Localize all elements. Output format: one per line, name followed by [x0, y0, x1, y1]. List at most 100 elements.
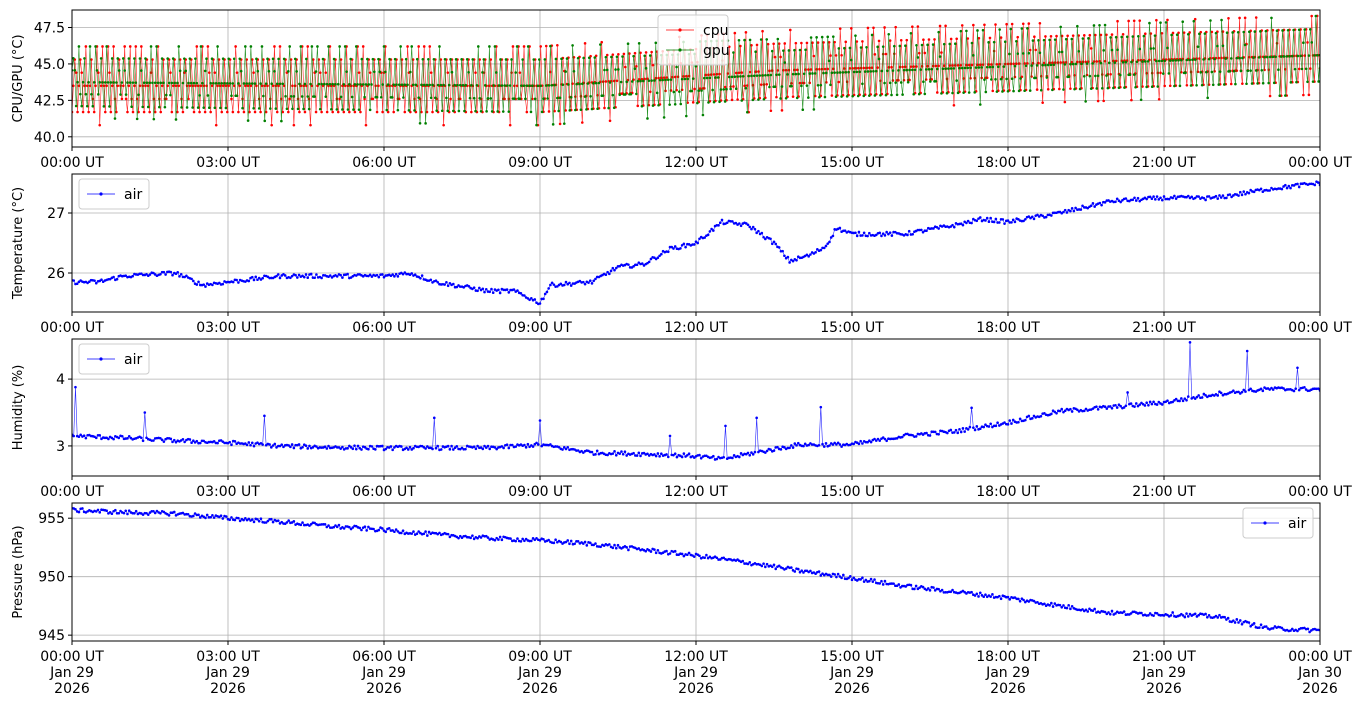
data-point-gpu — [619, 80, 623, 84]
data-point-gpu — [1231, 31, 1234, 34]
data-point-cpu — [99, 84, 103, 88]
x-tick-label: 09:00 UT — [508, 649, 572, 665]
data-point-air — [861, 442, 864, 445]
data-point-gpu — [366, 57, 369, 61]
data-point-gpu — [102, 105, 106, 108]
data-point-gpu — [212, 81, 215, 85]
data-point-cpu — [848, 67, 852, 70]
data-point-gpu — [1073, 87, 1076, 91]
data-point-gpu — [547, 84, 551, 87]
data-point-cpu — [823, 67, 827, 71]
data-point-air — [141, 513, 145, 516]
data-point-air — [1193, 397, 1197, 400]
data-point-gpu — [336, 82, 340, 86]
data-point-cpu — [237, 110, 240, 114]
data-point-air — [112, 275, 115, 279]
data-point-air — [705, 553, 708, 557]
data-point-air — [337, 523, 341, 527]
data-point-gpu — [231, 82, 235, 85]
data-point-air — [692, 555, 696, 558]
data-point-gpu — [1056, 75, 1060, 79]
data-point-gpu — [496, 110, 500, 113]
data-point-air — [100, 278, 103, 282]
data-point-air — [1147, 613, 1150, 617]
data-point-gpu — [1017, 89, 1021, 93]
data-point-cpu — [115, 110, 118, 114]
data-point-air — [202, 283, 206, 286]
data-point-gpu — [123, 69, 126, 72]
data-point-air — [176, 270, 180, 274]
data-point-cpu — [757, 70, 760, 73]
data-point-air — [772, 563, 776, 567]
data-point-air — [987, 220, 991, 223]
data-point-air — [949, 590, 953, 594]
data-point-air — [1076, 408, 1079, 412]
data-point-air — [828, 573, 831, 577]
data-point-air — [734, 221, 738, 225]
data-point-cpu — [203, 110, 207, 114]
data-point-cpu — [368, 71, 372, 74]
data-point-gpu — [221, 57, 225, 61]
data-point-gpu — [1125, 35, 1129, 39]
data-point-cpu — [124, 97, 128, 101]
x-tick-label: 18:00 UT — [976, 155, 1040, 171]
data-point-air — [897, 583, 901, 586]
data-point-air — [484, 534, 488, 538]
data-point-gpu — [482, 58, 486, 61]
data-point-gpu — [1002, 65, 1006, 68]
data-point-air — [1093, 607, 1096, 611]
data-point-air — [699, 456, 703, 460]
data-point-air — [1290, 627, 1294, 631]
data-point-gpu — [1206, 96, 1209, 100]
data-point-gpu — [653, 79, 656, 82]
data-point-gpu — [1041, 63, 1044, 67]
data-point-cpu — [248, 110, 251, 114]
x-tick-label: 00:00 UT — [1288, 484, 1352, 500]
data-point-air — [1268, 189, 1272, 192]
data-point-gpu — [1023, 89, 1026, 93]
data-point-gpu — [476, 45, 480, 48]
data-point-cpu — [428, 45, 432, 48]
x-tick-label: 06:00 UT — [352, 155, 416, 171]
data-point-gpu — [880, 69, 884, 73]
data-point-air — [959, 222, 963, 225]
data-point-gpu — [250, 82, 254, 85]
data-point-gpu — [515, 45, 519, 48]
data-point-air — [469, 536, 472, 540]
data-point-air — [74, 508, 77, 511]
data-point-air — [493, 446, 497, 449]
data-point-cpu — [684, 74, 688, 78]
data-point-gpu — [74, 104, 78, 108]
data-point-air — [401, 272, 405, 276]
data-point-gpu — [633, 67, 637, 71]
data-point-gpu — [228, 82, 232, 85]
data-point-air — [531, 537, 535, 540]
data-point-air — [77, 435, 81, 439]
data-point-gpu — [951, 91, 954, 95]
data-point-air — [850, 578, 854, 582]
data-point-air — [725, 221, 729, 225]
data-point-air — [642, 451, 646, 455]
data-point-gpu — [938, 55, 942, 58]
data-point-air — [654, 551, 658, 555]
data-point-cpu — [654, 76, 658, 80]
data-point-air — [739, 452, 743, 455]
data-point-air — [692, 243, 696, 246]
data-point-air — [885, 230, 888, 234]
data-point-air — [949, 225, 953, 228]
data-point-air — [290, 274, 294, 278]
data-point-gpu — [911, 68, 914, 72]
data-point-air — [1098, 201, 1102, 205]
data-point-air — [668, 552, 672, 555]
data-point-air — [1108, 613, 1112, 616]
data-point-gpu — [691, 77, 695, 80]
data-point-cpu — [855, 40, 859, 43]
data-point-cpu — [703, 87, 706, 90]
data-point-air — [1081, 204, 1084, 208]
data-point-cpu — [1063, 100, 1067, 104]
data-point-gpu — [1249, 69, 1252, 72]
data-point-air — [280, 520, 284, 524]
data-point-air — [242, 518, 245, 522]
data-point-air — [94, 281, 98, 285]
data-point-air — [292, 520, 296, 523]
